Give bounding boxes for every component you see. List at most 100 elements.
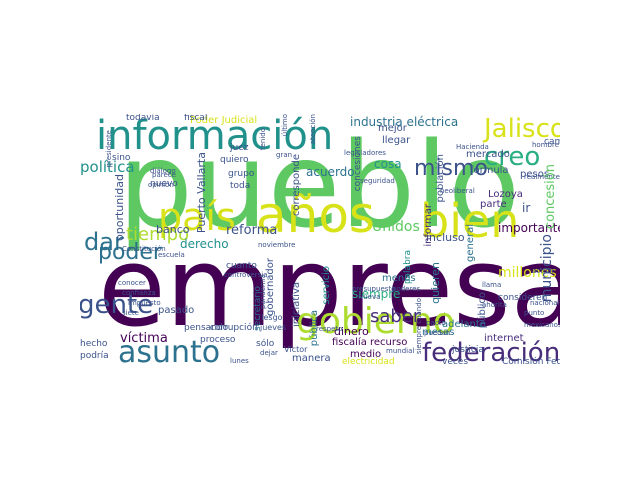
word-dinero: dinero (334, 325, 369, 338)
word-nuevo: nuevo (150, 179, 178, 189)
word-gente: gente (80, 290, 154, 320)
word-concesion: concesión (543, 164, 558, 230)
word-saber: saber (370, 306, 421, 327)
word-atencion: atención (309, 114, 317, 145)
word-parte: parte (480, 199, 507, 210)
word-derecho: derecho (180, 237, 229, 251)
word-recurso: recurso (370, 337, 408, 348)
word-puedan: puedan (424, 329, 451, 337)
word-general: general (465, 224, 476, 263)
word-informar: informar (423, 204, 434, 247)
word-lunes: lunes (230, 357, 249, 365)
word-escuela: escuela (158, 251, 185, 259)
word-pacto: pacto (426, 319, 446, 327)
word-toda: toda (230, 181, 251, 191)
word-pueblo: pueblo (118, 116, 521, 254)
word-iniciativa: iniciativa (291, 282, 302, 328)
word-palabra: palabra (403, 250, 413, 285)
word-formula: fórmula (470, 165, 509, 176)
word-publica: pública (309, 310, 320, 347)
word-juez: juez (230, 143, 249, 153)
word-ahorita: ahorita (482, 301, 507, 309)
word-corrupcion: corrupción (210, 323, 258, 333)
word-pais: país (158, 195, 236, 239)
word-fiscalia: fiscalía (332, 337, 367, 348)
word-internet: internet (484, 333, 524, 344)
word-mercado: mercado (466, 149, 510, 160)
word-confianza: confianza (122, 289, 156, 297)
word-punto: punto (524, 309, 545, 317)
word-corresponde: corresponde (291, 154, 302, 217)
word-dialogo: diálogo (150, 167, 176, 175)
word-presupuesto: presupuesto (352, 285, 396, 293)
word-servicio: servicio (321, 266, 332, 305)
word-solo: sólo (256, 339, 275, 349)
word-mejor: mejor (378, 123, 407, 134)
word-neoliberal: neoliberal (440, 187, 475, 195)
word-pasado: pasado (158, 305, 195, 316)
word-poder: poder (98, 240, 162, 265)
word-gobernador: gobernador (265, 258, 276, 316)
word-quieren: quieren (429, 262, 442, 304)
word-puerto-vallarta: Puerto Vallarta (195, 152, 208, 234)
word-dejar: dejar (260, 349, 278, 357)
word-siempre: siempre (352, 287, 401, 301)
word-controversia: controversia (224, 271, 268, 279)
word-oportunidad: oportunidad (113, 174, 126, 241)
word-nacional: nacional (530, 299, 560, 307)
word-noviembre: noviembre (258, 241, 296, 249)
word-dar: dar (84, 228, 124, 256)
word-hacienda: Hacienda (456, 143, 489, 151)
word-publico: público (477, 292, 488, 329)
word-federacion: federación (422, 338, 560, 366)
word-comision-federal: Comisión Federal (502, 357, 560, 367)
word-sino: sino (112, 153, 131, 163)
word-poderes: poderes (392, 285, 421, 293)
word-tiempo: tiempo (126, 224, 190, 245)
word-bien: bien (420, 194, 520, 248)
word-gran: gran (276, 151, 293, 159)
word-importante: importante (498, 221, 560, 235)
word-veces: veces (442, 357, 469, 367)
word-grupo: grupo (228, 169, 255, 179)
word-proceso: proceso (200, 335, 236, 345)
word-conocer: conocer (118, 279, 146, 287)
word-menos: menos (382, 273, 416, 284)
word-victor: Víctor (284, 345, 308, 354)
word-electricidad: electricidad (342, 357, 395, 367)
word-jueves: jueves (260, 323, 287, 332)
word-millones: millones (498, 265, 557, 281)
word-pesos: pesos (520, 169, 550, 180)
word-llegar: llegar (382, 135, 411, 146)
word-anos: años (256, 186, 375, 244)
word-riesgo: riesgo (258, 313, 283, 322)
word-siete: siete (122, 309, 139, 317)
word-llama: llama (482, 281, 502, 289)
word-industria-electrica: industria eléctrica (350, 115, 459, 129)
word-siempre-cuando: siempre cuando (415, 298, 423, 355)
word-politica: política (80, 158, 135, 176)
word-gobierno: gobierno (296, 301, 455, 342)
word-seguridad: seguridad (360, 177, 395, 185)
word-impuesto: impuesto (128, 299, 161, 307)
word-cambio: cambio (544, 137, 560, 147)
word-municipio: municipio (539, 234, 555, 303)
word-cosa: cosa (374, 157, 402, 171)
word-fiscal: fiscal (184, 114, 208, 123)
word-victima: víctima (120, 331, 168, 346)
word-hombre: hombre (532, 141, 560, 149)
word-pandemia: pandemia (259, 274, 267, 309)
word-cloud: pueblo empresa información país años bie… (80, 114, 560, 366)
word-empresa: empresa (98, 223, 560, 351)
word-reforma: reforma (226, 223, 278, 238)
word-manera: manera (292, 353, 331, 364)
word-lozoya: Lozoya (488, 189, 523, 200)
word-respeto: respeto (316, 325, 343, 333)
word-opinion: opinión (148, 181, 174, 189)
word-tenido: tenido (259, 128, 267, 151)
word-pensando: pensando (184, 323, 229, 333)
word-quiero: quiero (220, 155, 249, 165)
word-poblacion: población (435, 154, 446, 203)
word-justicia: justicia (452, 345, 484, 355)
word-ultimo: último (281, 114, 289, 137)
